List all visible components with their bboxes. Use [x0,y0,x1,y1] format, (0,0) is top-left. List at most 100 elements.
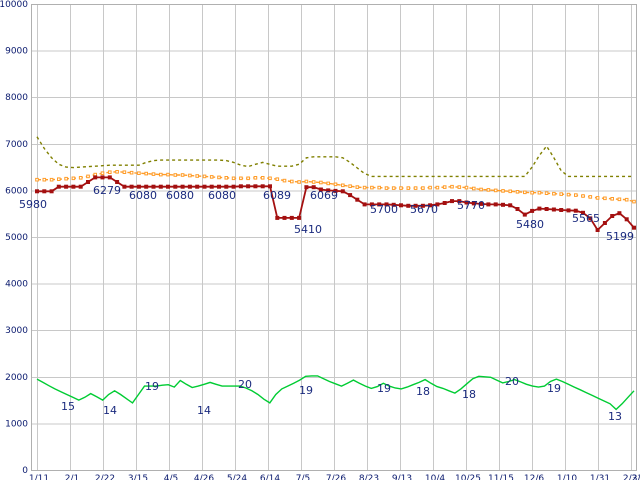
volume-value-label: 19 [547,382,561,395]
data-point-marker [231,176,236,181]
data-point-marker [57,177,61,181]
data-point-marker [86,174,90,179]
data-point-marker [268,184,272,189]
data-point-marker [100,175,105,180]
data-point-marker [508,189,512,194]
series-outer_band [36,136,634,178]
data-point-marker [275,215,280,220]
data-point-marker [450,199,454,204]
data-point-marker [122,170,127,174]
x-tick-label: 3/6 [632,474,640,480]
data-point-marker [122,184,127,189]
data-point-marker [508,203,513,208]
x-tick-label: 12/6 [524,474,544,480]
data-point-marker [107,175,112,180]
data-point-marker [64,184,69,189]
data-point-marker [42,189,47,194]
data-point-marker [632,199,636,204]
x-tick-label: 2/1 [65,474,79,480]
data-point-marker [180,173,185,177]
data-point-marker [501,189,505,193]
data-point-marker [610,197,615,201]
y-tick-label: 0 [22,466,28,476]
data-point-marker [537,206,542,211]
volume-value-label: 20 [238,378,252,391]
data-point-marker [282,215,287,220]
price-value-label: 6089 [263,189,291,202]
data-point-marker [137,171,141,175]
series-line-volume [36,375,635,411]
data-point-marker [617,197,622,202]
volume-value-label: 19 [377,382,391,395]
price-value-label: 6080 [166,189,194,202]
data-point-marker [93,175,98,180]
data-point-marker [362,185,367,190]
data-point-marker [479,187,483,192]
y-tick-label: 9000 [5,47,28,57]
data-point-marker [362,202,367,207]
data-point-marker [421,186,425,190]
volume-value-label: 19 [145,380,159,393]
data-point-marker [464,185,469,190]
data-point-marker [406,186,411,190]
data-point-marker [246,184,251,189]
data-point-marker [472,186,476,191]
x-tick-label: 3/15 [128,474,148,480]
data-point-marker [471,201,476,206]
x-tick-label: 1/11 [29,474,49,480]
x-axis-labels: 1/11 2/1 2/22 3/15 4/5 4/26 5/24 6/14 7/5 7/26 8/2… [29,474,640,480]
price-value-label: 5410 [294,223,322,236]
data-point-marker [559,192,564,196]
data-point-marker [260,184,265,189]
data-point-marker [49,177,54,182]
data-point-marker [501,202,505,207]
data-point-marker [355,197,360,202]
x-tick-label: 1/31 [590,474,610,480]
data-point-marker [64,176,68,181]
y-tick-label: 1000 [5,419,28,429]
data-point-marker [544,207,549,211]
data-point-marker [377,185,381,190]
y-tick-label: 6000 [5,186,28,196]
y-axis-labels: 0 1000 2000 3000 4000 5000 6000 7000 8000 9000 100… [0,0,28,476]
data-point-marker [275,177,280,181]
data-point-marker [173,184,178,189]
x-tick-label: 9/13 [392,474,412,480]
data-point-marker [209,175,214,179]
data-point-marker [224,184,229,189]
data-point-marker [493,188,498,193]
data-point-marker [290,179,294,184]
volume-value-label: 19 [299,384,313,397]
data-point-marker [311,185,316,190]
y-tick-label: 4000 [5,280,28,290]
data-point-marker [573,208,578,213]
data-point-marker [515,207,520,211]
data-point-marker [166,184,170,189]
data-point-marker [195,184,200,189]
data-point-marker [71,176,76,181]
data-point-marker [442,201,447,205]
data-point-marker [49,189,54,194]
data-point-marker [574,193,578,197]
data-point-marker [202,174,207,179]
data-point-marker [231,184,236,189]
x-tick-label: 10/25 [455,474,481,480]
data-point-marker [602,221,607,225]
data-point-marker [522,212,527,217]
data-point-marker [399,186,403,190]
data-point-marker [115,180,120,184]
data-point-marker [202,184,207,189]
series-price [35,175,636,232]
data-point-marker [464,200,469,205]
data-point-marker [209,184,214,189]
data-point-marker [217,184,221,189]
data-point-marker [304,179,309,184]
data-point-marker [35,177,39,182]
data-point-marker [136,184,141,189]
gridlines [31,4,637,470]
data-point-marker [566,192,571,197]
price-value-labels: 5980 6279 6080 6080 6080 6089 5410 6069 5700 5670… [19,184,634,243]
data-point-marker [588,216,593,221]
